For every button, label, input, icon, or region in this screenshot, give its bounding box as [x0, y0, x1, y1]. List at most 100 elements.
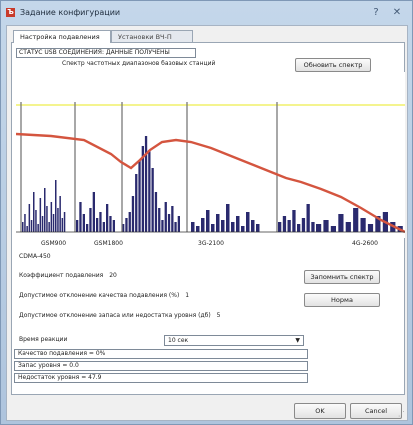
spectrum-bar: [158, 208, 161, 232]
spectrum-bar: [306, 204, 310, 232]
band-label-3g2100: 3G-2100: [198, 240, 224, 247]
spectrum-bar: [99, 212, 102, 232]
spectrum-bar: [216, 214, 220, 232]
spectrum-bar: [26, 226, 28, 232]
spectrum-bar: [76, 220, 79, 232]
signal-curve: [16, 132, 405, 234]
norm-button[interactable]: Норма: [304, 293, 380, 307]
spectrum-bar: [231, 222, 235, 232]
spectrum-bar: [28, 204, 31, 232]
spectrum-bar: [46, 206, 48, 232]
spectrum-bar: [353, 208, 359, 232]
spectrum-bar: [52, 214, 55, 232]
level-row: Допустимое отклонение запаса или недоста…: [19, 312, 220, 319]
spectrum-bar: [141, 146, 144, 232]
spectrum-bar: [61, 218, 64, 232]
window-title: Задание конфигурации: [20, 8, 121, 17]
spectrum-bar: [22, 222, 24, 232]
spectrum-bar: [35, 210, 37, 232]
spectrum-bar: [48, 222, 50, 232]
coef-input[interactable]: 20: [109, 272, 117, 279]
spectrum-bar: [138, 160, 141, 232]
spectrum-bar: [164, 202, 167, 232]
spectrum-bar: [177, 216, 180, 232]
spectrum-bar: [39, 198, 42, 232]
shortage-readout: Недостаток уровня = 47.9: [14, 373, 308, 383]
quality-row: Допустимое отклонение качества подавлени…: [19, 292, 189, 299]
help-icon[interactable]: ?: [373, 7, 379, 18]
spectrum-bar: [226, 204, 230, 232]
spectrum-bar: [82, 214, 85, 232]
reserve-readout: Запас уровня = 0.0: [14, 361, 308, 371]
spectrum-chart: [16, 72, 405, 238]
tab-panel: СТАТУС USB СОЕДИНЕНИЯ: ДАННЫЕ ПОЛУЧЕНЫ С…: [11, 42, 405, 395]
spectrum-bar: [221, 220, 225, 232]
spectrum-bar: [44, 188, 46, 232]
spectrum-bar: [57, 208, 59, 232]
close-icon[interactable]: ✕: [392, 7, 402, 18]
spectrum-bar: [256, 224, 260, 232]
reaction-time-value: 10 сек: [168, 337, 189, 344]
spectrum-bar: [41, 216, 44, 232]
spectrum-bar: [236, 216, 240, 232]
spectrum-bar: [102, 222, 105, 232]
reaction-label: Время реакции: [19, 336, 68, 343]
reset-spectrum-button[interactable]: Обновить спектр: [295, 58, 371, 72]
band-label-cdma450: CDMA-450: [19, 253, 51, 260]
resize-grip-icon[interactable]: ⋰: [398, 410, 405, 418]
cancel-button[interactable]: Cancel: [350, 403, 402, 419]
spectrum-bar: [360, 218, 366, 232]
spectrum-bar: [30, 220, 33, 232]
tab-suppression-settings[interactable]: Настройка подавления: [13, 30, 111, 43]
spectrum-bar: [241, 226, 245, 232]
coef-label: Коэффициент подавления: [19, 272, 104, 279]
spectrum-bar: [122, 224, 125, 232]
spectrum-bar: [278, 222, 282, 232]
ok-button[interactable]: OK: [294, 403, 346, 419]
spectrum-bar: [92, 192, 95, 232]
spectrum-bar: [171, 206, 174, 232]
title-bar[interactable]: Ъ Задание конфигурации ? ✕: [1, 1, 412, 25]
spectrum-bar: [109, 216, 112, 232]
spectrum-bar: [206, 210, 210, 232]
band-markers: [20, 102, 278, 232]
save-spectrum-button[interactable]: Запомнить спектр: [304, 270, 380, 284]
spectrum-bar: [144, 136, 148, 232]
band-label-4g2600: 4G-2600: [352, 240, 378, 247]
level-label: Допустимое отклонение запаса или недоста…: [19, 312, 211, 319]
tab-hf-settings[interactable]: Установки ВЧ-П: [111, 30, 193, 42]
spectrum-bar: [131, 196, 135, 232]
spectrum-bar: [167, 214, 171, 232]
spectrum-bar: [79, 202, 82, 232]
spectrum-bar: [59, 196, 61, 232]
reaction-time-select[interactable]: 10 сек ▼: [164, 335, 304, 346]
spectrum-bar: [367, 224, 374, 232]
spectrum-bar: [297, 224, 301, 232]
spectrum-bar: [161, 220, 164, 232]
spectrum-bar: [201, 218, 205, 232]
spectrum-bar: [33, 192, 35, 232]
spectrum-bar: [112, 220, 115, 232]
band-label-gsm900: GSM900: [41, 240, 67, 247]
spectrum-bar: [246, 212, 250, 232]
spectrum-bar: [330, 226, 336, 232]
quality-readout: Качество подавления = 0%: [14, 349, 308, 359]
spectrum-bar: [86, 224, 89, 232]
spectrum-bar: [174, 222, 177, 232]
app-icon: Ъ: [6, 8, 15, 17]
spectrum-bar: [135, 174, 138, 232]
spectrum-bar: [338, 214, 344, 232]
spectrum-bar: [345, 222, 351, 232]
spectrum-bar: [63, 212, 66, 232]
spectrum-bar: [211, 224, 215, 232]
quality-input[interactable]: 1: [185, 292, 190, 299]
spectrum-bar: [106, 204, 109, 232]
spectrum-bar: [191, 222, 195, 232]
level-input[interactable]: 5: [216, 312, 221, 319]
spectrum-bar: [316, 224, 322, 232]
spectrum-bar: [292, 210, 296, 232]
spectrum-bar: [24, 214, 26, 232]
reaction-row: Время реакции: [19, 336, 67, 343]
usb-status-field: СТАТУС USB СОЕДИНЕНИЯ: ДАННЫЕ ПОЛУЧЕНЫ: [16, 48, 196, 58]
